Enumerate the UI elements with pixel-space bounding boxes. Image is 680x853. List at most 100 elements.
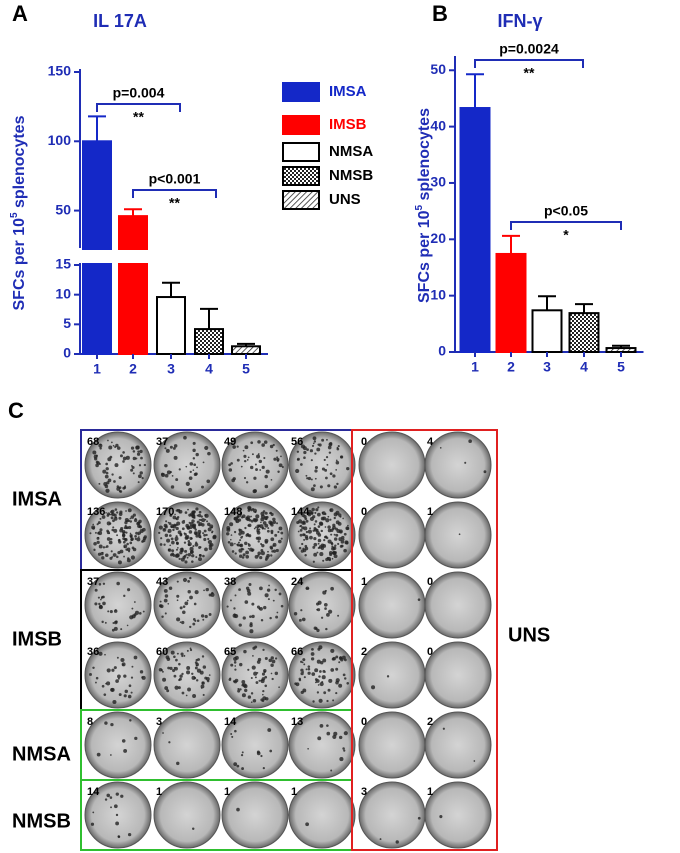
chart-title: IFN-γ [498,11,543,31]
spot [126,588,131,592]
spot [322,559,325,562]
x-tick-label: 2 [507,359,515,375]
spot [123,594,126,598]
significance-bracket [510,221,622,230]
spot [295,468,300,474]
spot [137,450,140,453]
spot [114,445,117,449]
spot [244,526,247,530]
spot [180,652,184,656]
spot [192,448,196,453]
spot [318,698,323,703]
spot [313,484,316,487]
spot [179,547,184,552]
p-value: p=0.0024 [499,41,559,57]
spot [211,530,214,533]
spot [255,514,260,519]
spot [300,660,303,663]
well [358,431,426,499]
spot [254,510,257,514]
spot [200,684,205,689]
spot [386,675,390,678]
spot [301,542,304,546]
spot [105,488,110,493]
bar [495,252,527,353]
spot [303,456,306,460]
spot [240,754,244,757]
spot-count: 1 [224,786,230,798]
spot [128,684,132,688]
spot [109,610,113,614]
spot [199,536,202,539]
spot [258,459,263,464]
spots [226,505,284,561]
y-tick-label: 15 [55,256,71,272]
spot [332,474,336,478]
spot [228,468,233,472]
spot [271,677,274,681]
spots [192,827,195,831]
spot [243,649,247,654]
spot [249,629,254,634]
spot [204,614,208,619]
spot [278,592,282,596]
spots [226,582,284,634]
spot [303,533,306,536]
spot [134,736,138,741]
spot [163,543,166,546]
spot [261,699,265,703]
spot [264,538,269,543]
spot [192,516,195,519]
spot [202,554,205,558]
spot [188,521,191,524]
spot-count: 136 [87,506,105,518]
spot [315,508,319,512]
spot [335,667,339,671]
spot [208,613,212,616]
spot [272,599,275,602]
spot [180,557,185,562]
spot [119,549,124,554]
spot [106,537,111,541]
spot [330,769,333,772]
spot [125,531,128,534]
spot [319,485,323,489]
spot [186,556,189,559]
spots [228,645,280,703]
spot [264,528,266,530]
spot [317,736,322,741]
spot [122,532,125,535]
spot [127,508,132,513]
spot [314,678,318,681]
spot [305,822,309,827]
panel-label: A [12,1,28,26]
spot [103,481,108,486]
spot [269,512,271,515]
spot [170,553,173,557]
spot [164,594,169,598]
y-tick-label: 30 [430,174,446,190]
spot [346,527,350,531]
spot [175,523,178,527]
spot [260,679,263,682]
spot [241,514,246,518]
spot [251,453,254,456]
spot-count: 1 [427,786,433,798]
spot [189,648,193,652]
spot [187,590,191,594]
spot-count: 24 [291,576,304,588]
spot [175,658,178,662]
spot [325,476,328,480]
spot [192,545,195,548]
spot [326,699,329,703]
spot [278,539,282,544]
spot [318,443,322,447]
spot [99,528,103,532]
spot [169,544,172,547]
spot [339,455,344,459]
y-tick-label: 0 [438,343,446,359]
spot [331,557,334,560]
legend-label: NMSA [329,143,373,160]
spot [326,463,329,466]
group-label: IMSA [12,488,62,510]
